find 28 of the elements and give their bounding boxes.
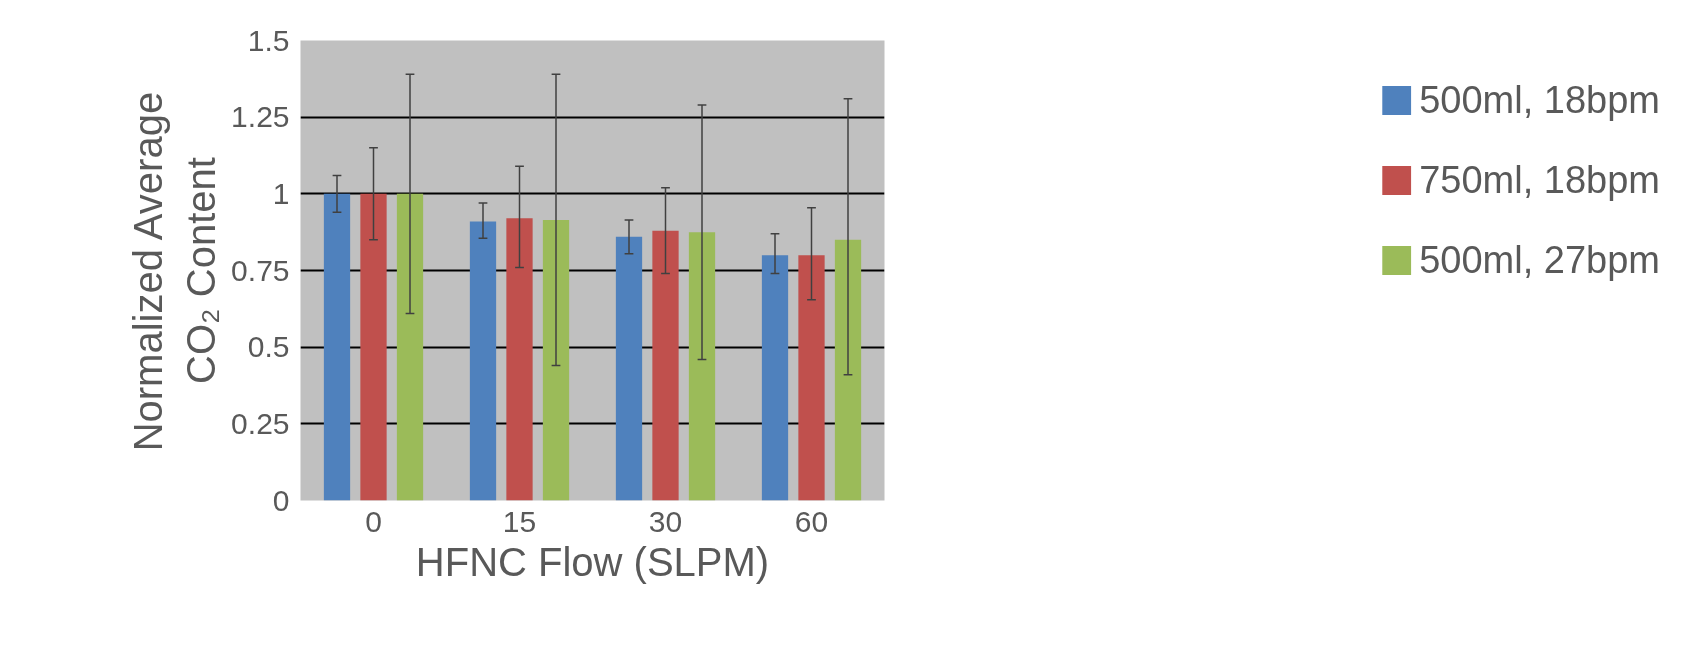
y-tick-label: 1.25 [231, 100, 290, 134]
bar [688, 232, 716, 501]
y-tick-label: 0.75 [231, 253, 290, 287]
y-tick-label: 0.5 [247, 330, 290, 364]
x-tick-label: 15 [502, 504, 537, 538]
y-tick-label: 1 [272, 176, 290, 210]
bar [506, 218, 533, 501]
bar [542, 219, 570, 501]
legend-label: 750ml, 18bpm [1419, 157, 1660, 203]
y-axis-title: Normalized Average CO₂ Content [126, 91, 224, 452]
bar [615, 236, 643, 501]
bar [798, 255, 825, 501]
y-tick-label: 0 [272, 483, 290, 517]
y-tick-label: 1.5 [247, 23, 290, 57]
bar [396, 193, 424, 501]
y-tick-label: 0.25 [231, 406, 290, 440]
x-axis-title: HFNC Flow (SLPM) [415, 539, 770, 584]
legend-label: 500ml, 27bpm [1419, 237, 1660, 283]
bar [469, 221, 497, 501]
bar [360, 193, 387, 501]
bar [323, 193, 351, 501]
bar [761, 255, 789, 501]
x-tick-label: 30 [648, 504, 683, 538]
bar [652, 230, 679, 501]
legend-label: 500ml, 18bpm [1419, 77, 1660, 123]
x-tick-label: 0 [365, 504, 382, 538]
x-tick-label: 60 [794, 504, 829, 538]
bar [834, 239, 862, 501]
